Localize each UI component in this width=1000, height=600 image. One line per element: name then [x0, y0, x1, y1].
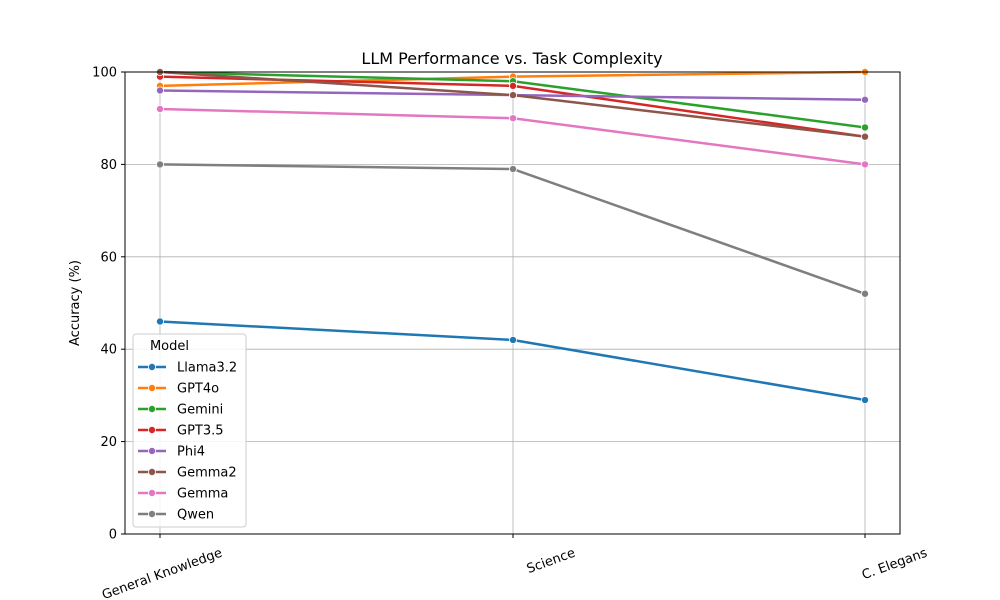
legend: Model Llama3.2 GPT4o Gemini GPT3.5 Phi4 Gemma2… — [132, 333, 247, 528]
y-axis-label: Accuracy (%) — [68, 260, 83, 346]
legend-entry-label: Gemini — [177, 403, 223, 418]
series-lines — [155, 68, 870, 405]
legend-swatch-marker — [147, 509, 156, 518]
legend-swatch-marker — [147, 488, 156, 497]
legend-entry-label: Phi4 — [177, 445, 205, 460]
legend-box — [132, 333, 247, 528]
data-point — [508, 81, 517, 90]
legend-title: Model — [150, 339, 189, 354]
legend-swatch-marker — [147, 467, 156, 476]
data-point — [861, 132, 870, 141]
data-point — [861, 123, 870, 132]
data-point — [155, 104, 164, 113]
y-tick-label: 20 — [100, 435, 117, 450]
legend-swatch-marker — [147, 425, 156, 434]
data-point — [861, 396, 870, 405]
data-point — [861, 160, 870, 169]
y-tick-label: 100 — [92, 66, 117, 81]
legend-swatch-marker — [147, 446, 156, 455]
legend-swatch-marker — [147, 383, 156, 392]
data-point — [508, 114, 517, 123]
legend-entry-label: GPT4o — [177, 382, 219, 397]
data-point — [861, 95, 870, 104]
y-tick-label: 80 — [100, 158, 117, 173]
legend-entry-label: GPT3.5 — [177, 424, 224, 439]
data-point — [508, 165, 517, 174]
data-point — [508, 91, 517, 100]
legend-entry-label: Gemma — [177, 487, 228, 502]
data-point — [861, 289, 870, 298]
y-tick-label: 0 — [109, 528, 117, 543]
data-point — [155, 160, 164, 169]
data-point — [155, 317, 164, 326]
legend-swatch-marker — [147, 362, 156, 371]
legend-swatch-marker — [147, 404, 156, 413]
legend-entry-label: Gemma2 — [177, 466, 237, 481]
legend-entry-label: Qwen — [177, 508, 214, 523]
chart-title: LLM Performance vs. Task Complexity — [361, 49, 662, 68]
legend-entry-label: Llama3.2 — [177, 361, 237, 376]
data-point — [155, 86, 164, 95]
data-point — [508, 335, 517, 344]
y-tick-label: 60 — [100, 250, 117, 265]
y-tick-label: 40 — [100, 343, 117, 358]
